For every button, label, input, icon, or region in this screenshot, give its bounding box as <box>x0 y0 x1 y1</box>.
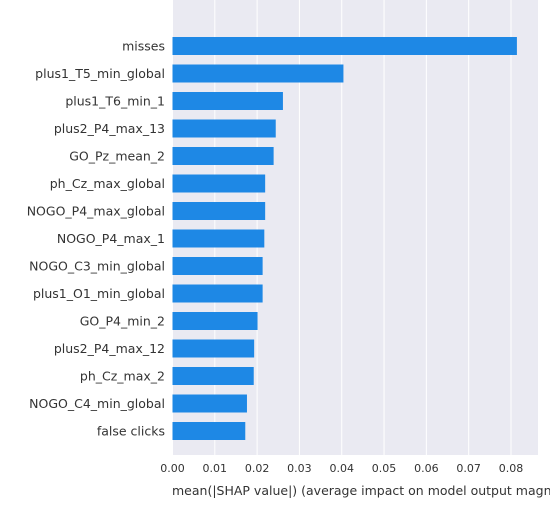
category-label: misses <box>122 39 165 54</box>
category-label: NOGO_P4_max_global <box>27 204 165 219</box>
x-tick-label: 0.06 <box>414 462 439 475</box>
bar <box>172 37 517 55</box>
x-tick-labels: 0.00 0.01 0.02 0.03 0.04 0.05 0.06 0.07 0.08 <box>160 462 523 475</box>
category-labels: misses plus1_T5_min_global plus1_T6_min_1p… <box>27 39 165 439</box>
bar <box>172 257 263 275</box>
bar <box>172 339 255 358</box>
bar <box>172 367 254 385</box>
category-label: ph_Cz_max_2 <box>80 369 165 384</box>
category-label: plus1_T5_min_global <box>35 66 165 81</box>
category-label: plus1_O1_min_global <box>33 286 165 301</box>
bar <box>172 284 263 303</box>
category-label: plus1_T6_min_1 <box>65 94 165 109</box>
bars <box>172 37 517 440</box>
x-tick-label: 0.05 <box>372 462 397 475</box>
bar <box>172 92 283 110</box>
category-label: false clicks <box>97 424 165 439</box>
category-label: GO_P4_min_2 <box>80 314 165 329</box>
x-tick-label: 0.02 <box>245 462 270 475</box>
category-label: NOGO_P4_max_1 <box>57 231 165 246</box>
bar <box>172 312 258 330</box>
category-label: plus2_P4_max_12 <box>54 341 165 356</box>
x-tick-label: 0.07 <box>456 462 481 475</box>
x-tick-label: 0.00 <box>160 462 185 475</box>
x-tick-label: 0.04 <box>329 462 354 475</box>
category-label: NOGO_C4_min_global <box>29 396 165 411</box>
x-tick-label: 0.01 <box>203 462 228 475</box>
bar <box>172 422 246 440</box>
bar <box>172 64 344 83</box>
bar <box>172 174 266 193</box>
category-label: ph_Cz_max_global <box>50 176 165 191</box>
x-tick-label: 0.08 <box>499 462 524 475</box>
bar <box>172 229 265 248</box>
category-label: NOGO_C3_min_global <box>29 259 165 274</box>
bar <box>172 394 247 413</box>
bar <box>172 119 276 138</box>
x-tick-label: 0.03 <box>287 462 312 475</box>
bar <box>172 147 274 165</box>
category-label: GO_Pz_mean_2 <box>69 149 165 164</box>
bar <box>172 202 266 220</box>
x-axis-label: mean(|SHAP value|) (average impact on mo… <box>172 483 550 498</box>
category-label: plus2_P4_max_13 <box>54 121 165 136</box>
